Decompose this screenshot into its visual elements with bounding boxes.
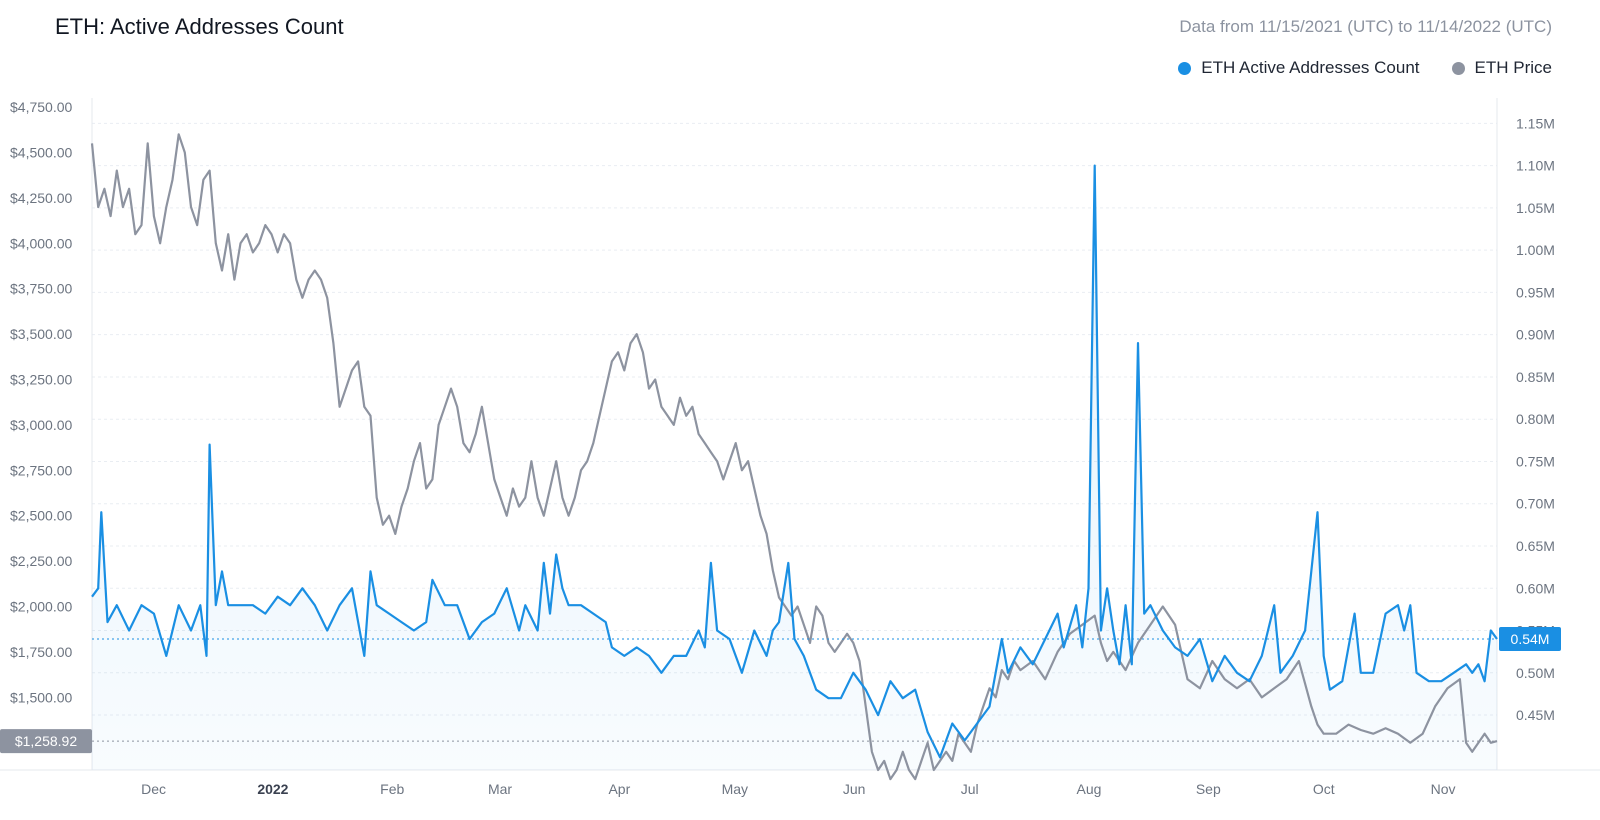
- left-axis-tick: $4,250.00: [10, 190, 72, 206]
- x-axis-tick-aug: Aug: [1077, 781, 1102, 797]
- x-axis-tick-jun: Jun: [843, 781, 866, 797]
- legend-item-eth-price[interactable]: ETH Price: [1451, 58, 1552, 78]
- right-axis-tick: 0.70M: [1516, 496, 1555, 512]
- right-axis-tick: 1.00M: [1516, 242, 1555, 258]
- right-axis-tick: 0.95M: [1516, 284, 1555, 300]
- x-axis-tick-dec: Dec: [141, 781, 166, 797]
- x-axis-tick-feb: Feb: [380, 781, 404, 797]
- left-axis-tick: $2,750.00: [10, 462, 72, 478]
- legend-label-eth-price: ETH Price: [1474, 58, 1552, 77]
- x-axis-tick-apr: Apr: [608, 781, 630, 797]
- right-axis-tick: 0.60M: [1516, 580, 1555, 596]
- chart-legend: ETH Active Addresses Count ETH Price: [1178, 58, 1552, 78]
- left-axis-tick: $1,750.00: [10, 644, 72, 660]
- legend-label-active-addresses: ETH Active Addresses Count: [1201, 58, 1420, 77]
- right-axis-tick: 0.80M: [1516, 411, 1555, 427]
- x-axis-tick-jul: Jul: [961, 781, 979, 797]
- current-active-addresses-badge: [1499, 626, 1561, 651]
- left-axis-tick: $4,500.00: [10, 144, 72, 160]
- left-axis-tick: $4,750.00: [10, 99, 72, 115]
- left-axis-tick: $2,500.00: [10, 508, 72, 524]
- legend-item-active-addresses[interactable]: ETH Active Addresses Count: [1178, 58, 1420, 78]
- left-axis-tick: $3,500.00: [10, 326, 72, 342]
- right-axis-tick: 0.90M: [1516, 327, 1555, 343]
- right-axis-tick: 1.10M: [1516, 158, 1555, 174]
- x-axis-tick-oct: Oct: [1313, 781, 1335, 797]
- left-axis-tick: $2,250.00: [10, 553, 72, 569]
- date-range-subtitle: Data from 11/15/2021 (UTC) to 11/14/2022…: [1179, 17, 1552, 36]
- active-addresses-line: [91, 164, 1498, 759]
- right-axis-tick: 0.85M: [1516, 369, 1555, 385]
- right-axis-tick: 1.15M: [1516, 115, 1555, 131]
- x-axis-tick-may: May: [722, 781, 748, 797]
- x-axis-tick-2022: 2022: [257, 781, 288, 797]
- current-price-badge: [0, 729, 92, 754]
- x-axis-tick-mar: Mar: [488, 781, 512, 797]
- current-active-addresses-value: 0.54M: [1511, 631, 1550, 647]
- legend-dot-active-addresses: [1178, 61, 1192, 75]
- left-axis-tick: $3,750.00: [10, 281, 72, 297]
- left-axis-tick: $2,000.00: [10, 599, 72, 615]
- right-axis-tick: 0.50M: [1516, 665, 1555, 681]
- left-axis-tick: $3,250.00: [10, 372, 72, 388]
- current-price-value: $1,258.92: [15, 733, 77, 749]
- legend-dot-eth-price: [1451, 61, 1465, 75]
- right-axis-tick: 1.05M: [1516, 200, 1555, 216]
- left-axis-tick: $3,000.00: [10, 417, 72, 433]
- left-axis-tick: $1,500.00: [10, 689, 72, 705]
- eth-price-line: [90, 133, 1498, 781]
- right-axis-tick: 0.65M: [1516, 538, 1555, 554]
- x-axis-tick-nov: Nov: [1431, 781, 1456, 797]
- right-axis-tick: 0.45M: [1516, 707, 1555, 723]
- active-addresses-area: [92, 165, 1497, 771]
- right-axis-tick: 0.75M: [1516, 453, 1555, 469]
- chart-title: ETH: Active Addresses Count: [55, 14, 344, 39]
- x-axis-tick-sep: Sep: [1196, 781, 1221, 797]
- left-axis-tick: $4,000.00: [10, 235, 72, 251]
